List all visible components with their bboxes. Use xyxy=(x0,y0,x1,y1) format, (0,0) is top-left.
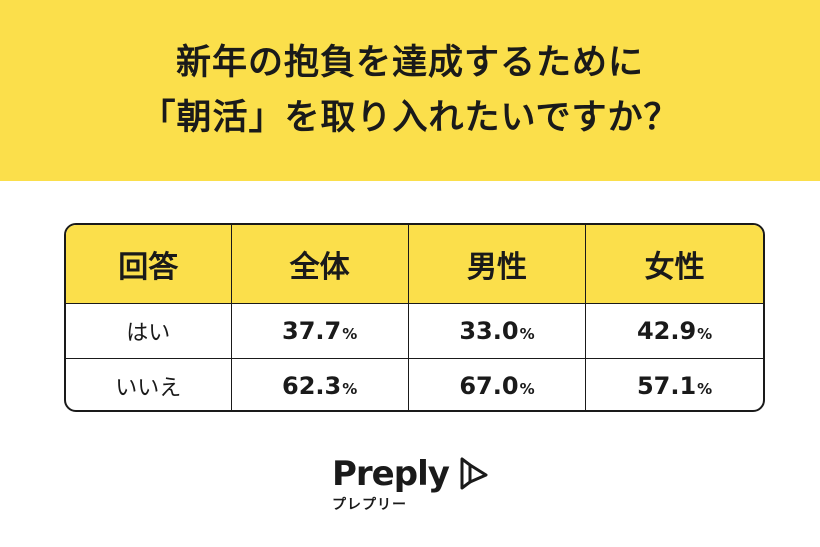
cell-no-all: 62.3% xyxy=(230,358,409,410)
cell-yes-all: 37.7% xyxy=(230,303,409,359)
cell-yes-female: 42.9% xyxy=(585,303,763,359)
table-row-yes: はい 37.7% 33.0% 42.9% xyxy=(66,303,763,359)
table-header-row: 回答 全体 男性 女性 xyxy=(66,225,763,304)
unit-yes-female: % xyxy=(697,325,713,343)
survey-table: 回答 全体 男性 女性 はい 37.7% 33.0% 42.9% いいえ 62.… xyxy=(64,223,765,412)
preply-logo-icon xyxy=(460,457,488,490)
unit-no-all: % xyxy=(342,380,358,398)
unit-no-male: % xyxy=(519,380,535,398)
row-label-no: いいえ xyxy=(66,358,232,410)
value-yes-female: 42.9 xyxy=(636,317,697,345)
title-line-1: 新年の抱負を達成するために xyxy=(175,42,644,83)
cell-no-male: 67.0% xyxy=(407,358,587,410)
preply-logo: Preply プレプリー xyxy=(332,454,502,524)
cell-yes-male: 33.0% xyxy=(407,303,587,359)
row-label-yes: はい xyxy=(66,303,232,359)
unit-yes-all: % xyxy=(342,325,358,343)
title-banner: 新年の抱負を達成するために 「朝活」を取り入れたいですか？ xyxy=(0,0,820,181)
header-all: 全体 xyxy=(230,225,409,304)
header-answer: 回答 xyxy=(66,225,232,304)
header-male: 男性 xyxy=(407,225,587,304)
value-yes-male: 33.0 xyxy=(459,317,519,345)
value-no-all: 62.3 xyxy=(282,372,342,400)
value-no-male: 67.0 xyxy=(459,372,519,400)
table-row-no: いいえ 62.3% 67.0% 57.1% xyxy=(66,358,763,410)
unit-no-female: % xyxy=(697,380,713,398)
value-no-female: 57.1 xyxy=(636,372,697,400)
brand-name: Preply xyxy=(332,454,450,494)
unit-yes-male: % xyxy=(519,325,535,343)
value-yes-all: 37.7 xyxy=(282,317,342,345)
title-line-2: 「朝活」を取り入れたいですか？ xyxy=(140,97,680,138)
header-female: 女性 xyxy=(585,225,763,304)
cell-no-female: 57.1% xyxy=(585,358,763,410)
brand-kana: プレプリー xyxy=(332,497,407,513)
